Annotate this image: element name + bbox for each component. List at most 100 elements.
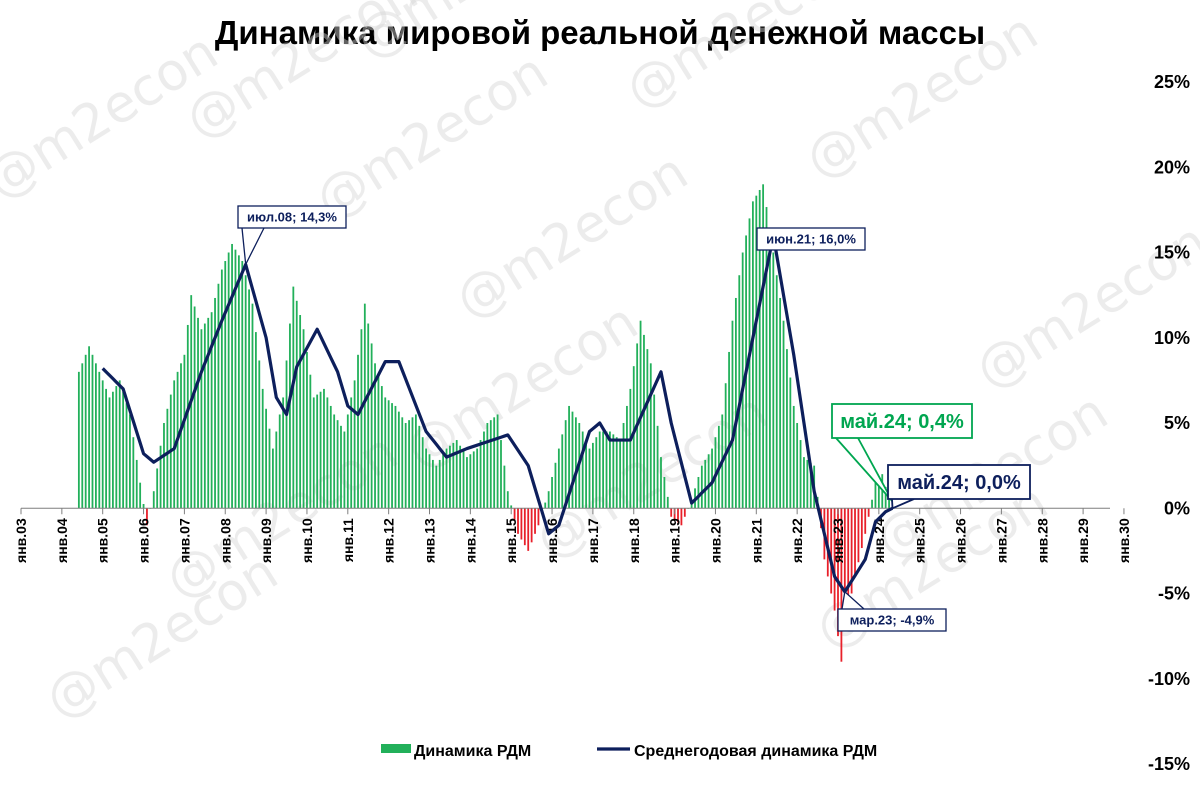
bar [425,448,427,509]
x-tick-label: янв.22 [789,518,805,563]
bar [605,431,608,509]
bar [619,440,622,509]
bar [789,377,792,509]
bar [544,502,547,509]
bar [506,491,509,509]
bar [203,323,206,509]
bar [132,437,135,509]
bar [350,397,353,509]
bar [561,434,564,509]
bar [854,508,856,577]
bar [380,386,383,509]
bar [792,405,795,509]
bar [268,428,271,509]
bar [183,354,186,509]
y-tick-label: 25% [1154,72,1190,92]
callout-box [837,608,947,632]
bar [871,499,873,509]
callout-pointer [841,590,865,610]
bar [241,261,244,509]
bar [483,431,485,509]
bar [523,508,526,546]
legend-label-line: Среднегодовая динамика РДМ [634,743,877,760]
bar [391,403,393,509]
bar [466,457,468,509]
watermark-text: @m2econ [445,142,698,331]
bar [469,454,472,509]
bar [574,417,577,509]
x-tick-label: янв.12 [381,518,397,563]
bar [105,388,107,509]
bar [142,503,145,509]
bar [98,371,101,509]
y-axis-group: 25% 20% 15% 10% 5% 0% -5% -10% -15% [1148,72,1190,774]
y-tick-label: 20% [1154,157,1190,177]
legend-label-bars: Динамика РДМ [414,743,531,760]
bar [193,306,196,509]
bar [612,434,615,509]
bar [118,380,121,509]
bar [217,283,220,509]
bar [700,465,703,509]
bar [489,420,492,509]
bar [323,388,325,509]
bar [112,391,114,509]
chart-title: Динамика мировой реальной денежной массы [214,14,986,51]
bar [455,440,458,509]
bar [877,478,880,509]
bar [493,417,496,509]
bar [146,508,148,526]
bar [282,397,285,509]
bar [251,303,254,509]
bar [156,468,159,509]
bar [697,476,700,509]
bar [476,448,479,509]
bar [200,329,203,509]
bar [81,363,84,509]
bar [728,351,730,509]
bar [537,508,540,526]
y-tick-label: 15% [1154,243,1190,263]
bar [530,508,533,543]
bar [646,349,649,509]
callout-pointer [241,227,265,267]
bar [186,324,189,509]
bar [534,508,536,534]
bar [734,297,737,509]
bar [452,442,455,509]
bar [472,451,475,509]
bar [609,431,611,509]
bar [677,508,679,523]
bar [510,505,513,509]
bar [571,411,574,509]
bar [707,454,710,509]
bar [513,508,516,520]
bar [432,459,434,509]
bar [496,414,499,509]
bar [527,508,530,551]
bar [520,508,523,540]
bar [312,397,315,509]
bar [643,334,645,509]
bar [755,195,758,509]
callout-may24bar: май.24; 0,4% [831,403,973,502]
bar [653,394,656,509]
x-tick-label: янв.21 [748,518,764,563]
callout-label: июл.08; 14,3% [247,210,337,225]
bar [656,425,659,509]
bar [289,323,291,509]
bar [435,465,438,509]
bar [670,508,673,517]
bar [367,323,370,509]
bar [84,354,87,509]
bar [649,363,652,509]
bar [867,508,870,517]
x-tick-label: янв.19 [667,518,683,563]
bar [874,482,877,509]
x-tick-label: янв.25 [912,518,928,563]
bar [843,508,846,628]
bar [94,363,97,509]
bar [370,343,373,509]
y-tick-label: 0% [1164,498,1190,518]
